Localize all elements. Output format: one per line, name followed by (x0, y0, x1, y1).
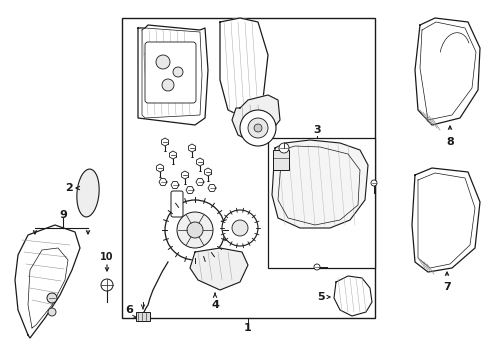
Polygon shape (15, 225, 80, 338)
Circle shape (47, 293, 57, 303)
Text: 5: 5 (317, 292, 325, 302)
Circle shape (240, 110, 275, 146)
Polygon shape (271, 140, 367, 228)
Ellipse shape (77, 169, 99, 217)
Polygon shape (171, 181, 179, 189)
Bar (122, 18, 374, 318)
Polygon shape (207, 185, 216, 192)
Polygon shape (204, 168, 211, 176)
Circle shape (247, 118, 267, 138)
Text: 6: 6 (143, 50, 151, 60)
Polygon shape (333, 276, 371, 316)
Circle shape (279, 143, 288, 153)
Text: 2: 2 (65, 183, 73, 193)
Text: 3: 3 (312, 125, 320, 135)
Circle shape (222, 210, 258, 246)
Polygon shape (231, 95, 280, 140)
Circle shape (48, 308, 56, 316)
Text: 6: 6 (125, 305, 133, 315)
Circle shape (164, 200, 224, 260)
Text: 1: 1 (244, 323, 251, 333)
Circle shape (173, 67, 183, 77)
Polygon shape (138, 25, 207, 125)
Polygon shape (161, 138, 168, 146)
Circle shape (253, 124, 262, 132)
Polygon shape (190, 248, 247, 290)
Bar (136, 312, 150, 321)
Circle shape (186, 222, 203, 238)
Text: 8: 8 (445, 137, 453, 147)
Text: 7: 7 (442, 282, 450, 292)
Circle shape (177, 212, 213, 248)
Bar (267, 138, 374, 268)
Polygon shape (169, 151, 176, 159)
Text: 10: 10 (100, 252, 114, 262)
Polygon shape (181, 171, 188, 179)
FancyBboxPatch shape (171, 191, 183, 217)
Polygon shape (220, 18, 267, 118)
Bar (272, 150, 288, 170)
Polygon shape (196, 158, 203, 166)
FancyBboxPatch shape (145, 42, 196, 103)
Polygon shape (188, 144, 195, 152)
Circle shape (156, 55, 170, 69)
Polygon shape (156, 164, 163, 172)
Text: 4: 4 (211, 300, 219, 310)
Polygon shape (414, 18, 479, 125)
Circle shape (370, 180, 376, 186)
Circle shape (313, 264, 319, 270)
Polygon shape (196, 179, 203, 185)
Polygon shape (185, 186, 194, 193)
Circle shape (101, 279, 113, 291)
Polygon shape (411, 168, 479, 272)
Text: 9: 9 (59, 210, 67, 220)
Circle shape (231, 220, 247, 236)
Circle shape (162, 79, 174, 91)
Polygon shape (159, 179, 167, 185)
